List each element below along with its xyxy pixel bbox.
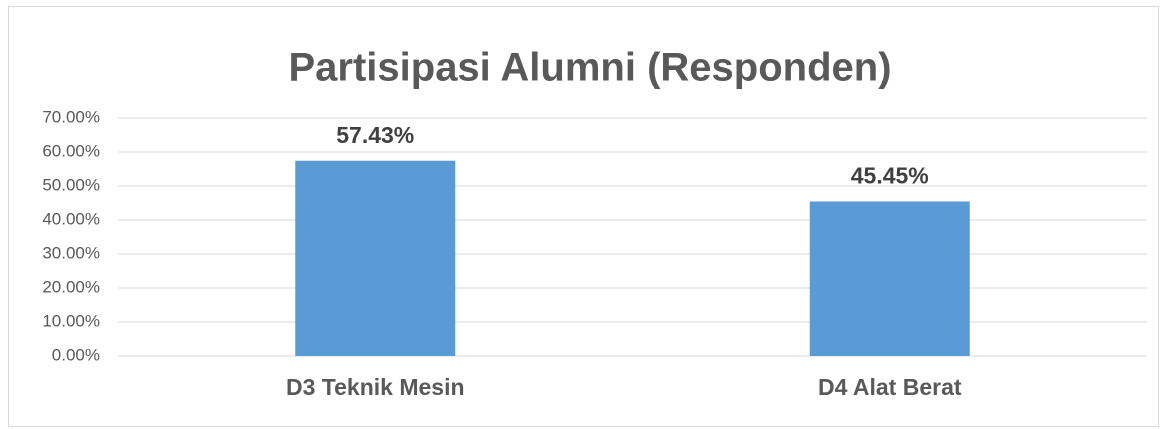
x-tick-label: D4 Alat Berat — [818, 374, 962, 400]
y-tick-label: 20.00% — [42, 277, 100, 296]
x-tick-label: D3 Teknik Mesin — [286, 374, 465, 400]
y-tick-label: 30.00% — [42, 243, 100, 262]
bar — [295, 160, 456, 356]
y-tick-label: 10.00% — [42, 311, 100, 330]
value-label: 45.45% — [851, 163, 929, 189]
y-tick-label: 60.00% — [42, 141, 100, 160]
bar — [809, 201, 970, 356]
value-label: 57.43% — [336, 122, 414, 148]
y-tick-label: 0.00% — [52, 345, 100, 364]
y-tick-label: 70.00% — [42, 107, 100, 126]
y-tick-label: 40.00% — [42, 209, 100, 228]
y-tick-label: 50.00% — [42, 175, 100, 194]
chart-title: Partisipasi Alumni (Responden) — [288, 46, 891, 90]
